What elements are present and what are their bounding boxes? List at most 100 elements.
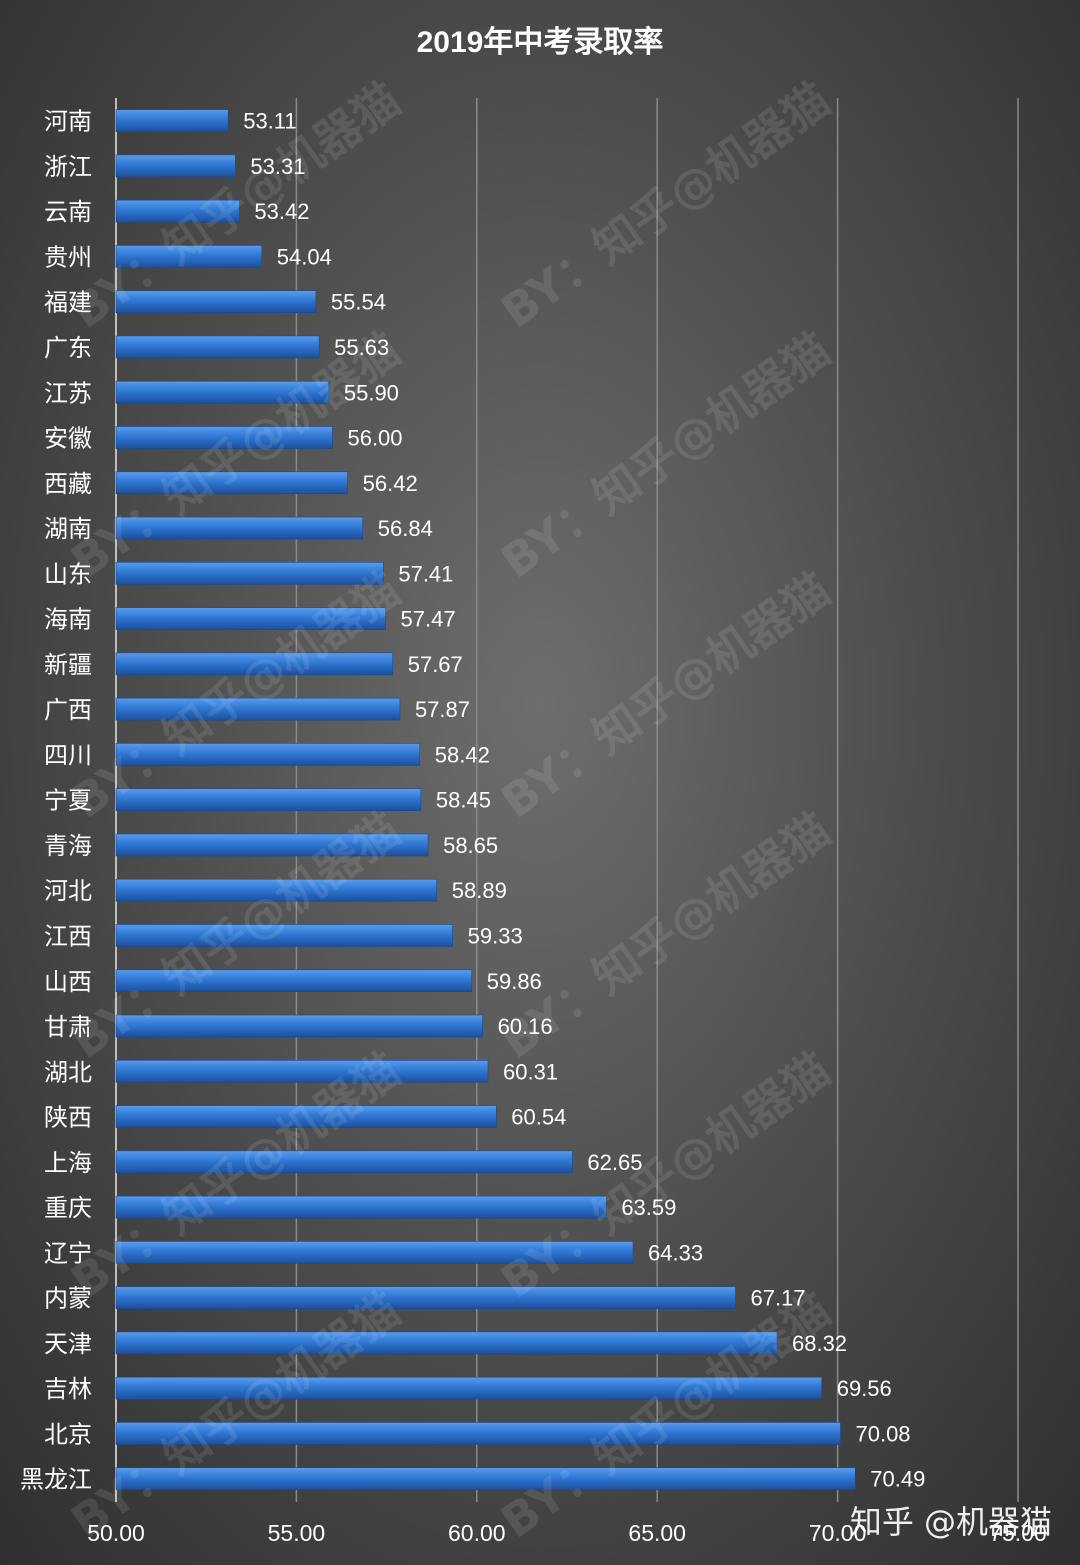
data-label: 60.31: [503, 1059, 558, 1084]
category-label: 河南: [44, 108, 92, 136]
bar: [115, 1422, 841, 1445]
bars: [115, 109, 856, 1491]
bar: [115, 743, 421, 766]
category-label: 海南: [44, 606, 92, 634]
x-tick-label: 65.00: [628, 1520, 686, 1546]
category-label: 青海: [44, 832, 92, 860]
bar: [115, 1195, 607, 1219]
bar: [115, 562, 384, 585]
data-label: 53.31: [250, 154, 305, 179]
x-tick-label: 75.00: [989, 1520, 1047, 1546]
bar: [115, 607, 386, 630]
bar: [115, 109, 229, 132]
bar: [115, 833, 429, 857]
bar: [115, 1331, 778, 1355]
category-labels: 河南浙江云南贵州福建广东江苏安徽西藏湖南山东海南新疆广西四川宁夏青海河北江西山西…: [20, 108, 92, 1494]
bar: [115, 1150, 573, 1174]
data-label: 58.45: [436, 788, 491, 813]
x-tick-label: 60.00: [448, 1520, 506, 1546]
data-label: 60.54: [511, 1105, 566, 1130]
bar: [115, 335, 320, 359]
data-label: 53.11: [243, 109, 296, 134]
category-label: 安徽: [44, 425, 92, 453]
data-label: 70.49: [870, 1467, 925, 1492]
bar: [115, 924, 453, 947]
data-label: 55.90: [344, 380, 399, 405]
category-label: 福建: [44, 289, 92, 317]
category-label: 甘肃: [44, 1013, 92, 1041]
bar: [115, 154, 236, 178]
bar: [115, 1060, 489, 1083]
data-label: 69.56: [837, 1376, 892, 1401]
bar: [115, 697, 401, 721]
data-label: 57.47: [401, 607, 456, 632]
category-label: 黑龙江: [20, 1466, 92, 1494]
data-label: 64.33: [648, 1240, 703, 1265]
category-label: 西藏: [44, 470, 92, 498]
bar: [115, 1105, 497, 1128]
category-label: 新疆: [44, 651, 92, 679]
category-label: 内蒙: [44, 1285, 92, 1313]
data-label: 57.87: [415, 697, 470, 722]
bar: [115, 1286, 736, 1309]
category-label: 云南: [44, 198, 92, 226]
bar: [115, 1241, 634, 1264]
bar: [115, 652, 394, 676]
x-tick-label: 70.00: [809, 1520, 867, 1546]
category-label: 江西: [44, 922, 92, 950]
data-label: 58.89: [452, 878, 507, 903]
data-label: 63.59: [621, 1195, 676, 1220]
grid-lines: [295, 98, 1019, 1502]
bar: [115, 516, 364, 540]
category-label: 辽宁: [44, 1239, 92, 1267]
corner-watermark: 知乎 @机器猫: [849, 1503, 1052, 1541]
x-tick-label: 55.00: [268, 1520, 326, 1546]
data-label: 53.42: [254, 199, 309, 224]
category-label: 广西: [44, 696, 92, 724]
data-label: 56.84: [378, 516, 433, 541]
category-label: 山西: [44, 968, 92, 996]
data-label: 59.86: [487, 969, 542, 994]
data-label: 62.65: [587, 1150, 642, 1175]
category-label: 天津: [44, 1330, 92, 1358]
category-label: 广东: [44, 334, 92, 362]
chart-title: 2019年中考录取率: [417, 26, 664, 59]
category-label: 山东: [44, 560, 92, 588]
category-label: 浙江: [44, 153, 92, 181]
category-label: 宁夏: [44, 787, 92, 815]
bar: [115, 1467, 856, 1491]
category-label: 陕西: [44, 1104, 92, 1132]
data-label: 57.41: [398, 561, 453, 586]
bar: [115, 1014, 483, 1038]
data-label: 56.00: [347, 426, 402, 451]
bar: [115, 426, 333, 449]
bar: [115, 290, 317, 314]
category-label: 湖北: [44, 1058, 92, 1086]
data-label: 54.04: [277, 244, 332, 269]
data-label: 60.16: [498, 1014, 553, 1039]
x-tick-label: 50.00: [87, 1520, 145, 1546]
data-label: 55.54: [331, 290, 386, 315]
category-label: 贵州: [44, 243, 92, 271]
data-label: 58.65: [443, 833, 498, 858]
bar: [115, 471, 348, 495]
category-label: 吉林: [44, 1375, 92, 1403]
value-labels: 53.11 53.31 53.42 54.04 55.54 55.63 55.90 56.00…: [243, 109, 925, 1492]
x-tick-labels: 50.00 55.00 60.00 65.00 70.00 75.00: [87, 1520, 1047, 1546]
bar: [115, 245, 263, 268]
category-label: 四川: [44, 741, 92, 769]
bar: [115, 788, 422, 811]
data-label: 56.42: [363, 471, 418, 496]
category-label: 北京: [44, 1420, 92, 1448]
bar: [115, 878, 438, 902]
data-label: 70.08: [855, 1421, 910, 1446]
bar: [115, 969, 473, 993]
data-label: 59.33: [468, 923, 523, 948]
data-label: 55.63: [334, 335, 389, 360]
category-label: 上海: [44, 1149, 92, 1177]
category-label: 湖南: [44, 515, 92, 543]
bar: [115, 380, 330, 404]
bar: [115, 199, 240, 223]
category-label: 河北: [44, 877, 92, 905]
